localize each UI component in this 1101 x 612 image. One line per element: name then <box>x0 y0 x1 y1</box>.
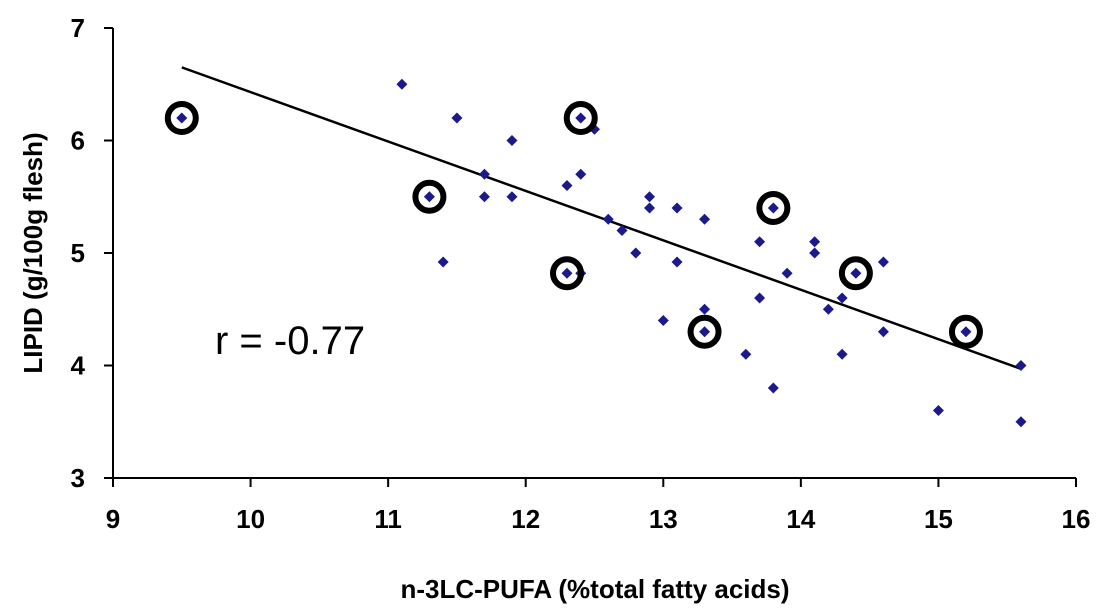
data-point <box>616 225 628 236</box>
data-point <box>506 135 518 146</box>
x-tick-label: 13 <box>649 504 678 534</box>
data-point <box>630 247 642 259</box>
data-point <box>850 267 862 279</box>
data-point <box>836 348 848 360</box>
x-tick-label: 10 <box>236 504 265 534</box>
x-tick-label: 9 <box>106 504 120 534</box>
data-point <box>451 112 463 124</box>
highlight-ring <box>838 256 873 291</box>
y-tick-label: 6 <box>71 126 85 156</box>
data-point <box>478 191 490 203</box>
highlight-ring <box>756 191 791 225</box>
data-point <box>767 382 779 394</box>
data-point <box>877 256 889 268</box>
data-point <box>506 191 518 203</box>
data-point <box>671 256 683 268</box>
data-point <box>699 213 711 225</box>
y-tick-label: 3 <box>71 463 85 493</box>
data-point <box>1015 416 1027 428</box>
data-point <box>767 202 779 214</box>
correlation-annotation: r = -0.77 <box>215 319 365 363</box>
data-point <box>754 236 766 248</box>
data-point <box>809 247 821 259</box>
highlight-ring <box>164 101 199 135</box>
highlight-ring <box>549 256 584 291</box>
highlight-rings <box>164 101 983 349</box>
data-point <box>699 303 711 315</box>
data-point <box>809 236 821 248</box>
data-point <box>960 326 972 338</box>
data-point <box>1015 360 1027 371</box>
data-point <box>561 180 573 191</box>
y-tick-label: 5 <box>71 238 85 268</box>
highlight-ring <box>412 179 447 214</box>
x-tick-label: 14 <box>786 504 815 534</box>
data-point <box>437 256 449 268</box>
highlight-ring <box>687 314 722 349</box>
highlight-ring <box>948 314 983 349</box>
data-point <box>644 202 656 214</box>
data-point <box>602 213 614 225</box>
data-point <box>396 78 408 90</box>
data-point <box>754 292 766 304</box>
data-point <box>657 315 669 326</box>
highlight-ring <box>563 101 598 135</box>
data-point <box>575 168 587 180</box>
data-point <box>781 267 793 279</box>
data-point <box>575 112 587 124</box>
data-point <box>699 326 711 338</box>
x-tick-label: 11 <box>374 504 402 534</box>
data-points <box>176 78 1027 428</box>
x-axis-title: n-3LC-PUFA (%total fatty acids) <box>400 574 789 604</box>
data-point <box>671 202 683 214</box>
data-point <box>836 292 848 304</box>
x-tick-label: 15 <box>924 504 953 534</box>
x-ticks: 9 10 11 12 13 14 15 16 <box>106 478 1091 534</box>
trendline-group <box>181 66 1022 371</box>
data-point <box>932 405 944 416</box>
x-tick-label: 16 <box>1062 504 1091 534</box>
data-point <box>644 191 656 203</box>
data-point <box>176 112 188 124</box>
data-point <box>740 348 752 360</box>
data-point <box>423 191 435 203</box>
data-point <box>877 326 889 338</box>
y-axis-title: LIPID (g/100g flesh) <box>18 132 48 373</box>
data-point <box>822 303 834 315</box>
data-point <box>561 267 573 279</box>
y-tick-label: 7 <box>71 13 85 43</box>
data-point <box>478 168 490 180</box>
y-tick-label: 4 <box>71 351 86 381</box>
y-ticks: 3 4 5 6 7 <box>71 13 113 493</box>
trendline <box>181 66 1022 371</box>
x-tick-label: 12 <box>511 504 540 534</box>
